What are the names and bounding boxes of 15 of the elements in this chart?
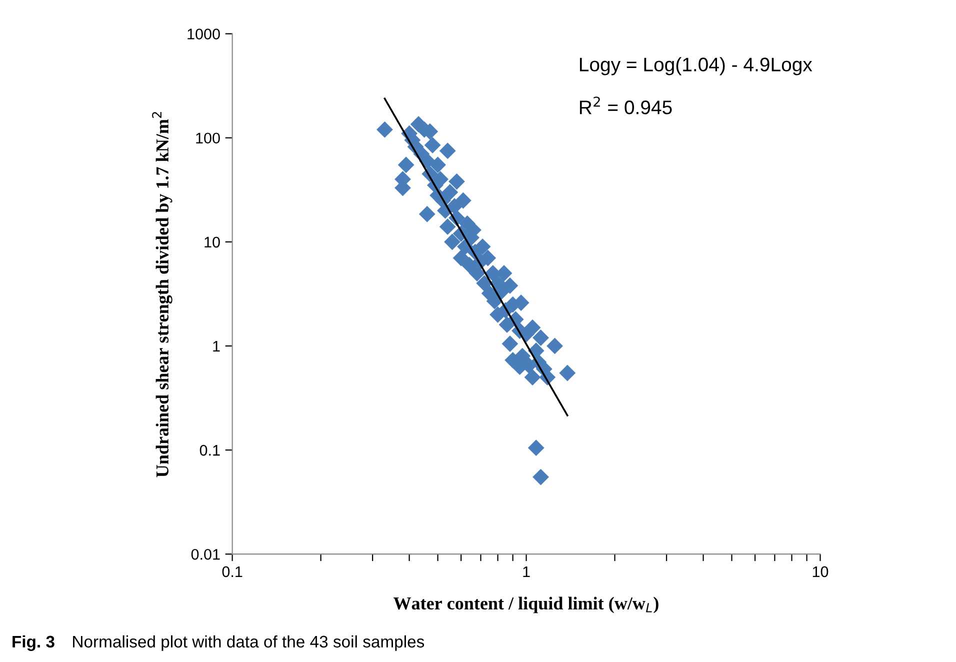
y-tick-label: 1000 bbox=[188, 28, 220, 40]
x-tick-label: 0.1 bbox=[222, 566, 242, 578]
x-tick-label: 10 bbox=[812, 566, 828, 578]
annotation: R$^{2}$ = 0.945 bbox=[580, 96, 672, 114]
text: Normalised plot with data of the 43 soil samples bbox=[73, 635, 424, 651]
y-tick-label: 0.1 bbox=[200, 444, 220, 456]
x-axis-title: Water content / liquid limit (w/w$_{L}$) bbox=[393, 596, 658, 614]
caption: Fig. 3 bbox=[12, 635, 54, 651]
y-tick-label: 1 bbox=[213, 340, 220, 352]
x-tick-label: 1 bbox=[523, 566, 530, 577]
annotation: Logy = Log(1.04) - 4.9Logx bbox=[580, 57, 812, 76]
y-tick-label: 100 bbox=[196, 132, 220, 144]
y-tick-label: 0.01 bbox=[191, 548, 220, 560]
y-axis-title: Undrained shear strength divided by 1.7 kN/m$^{2}$ bbox=[152, 112, 172, 478]
y-tick-label: 10 bbox=[204, 236, 220, 248]
